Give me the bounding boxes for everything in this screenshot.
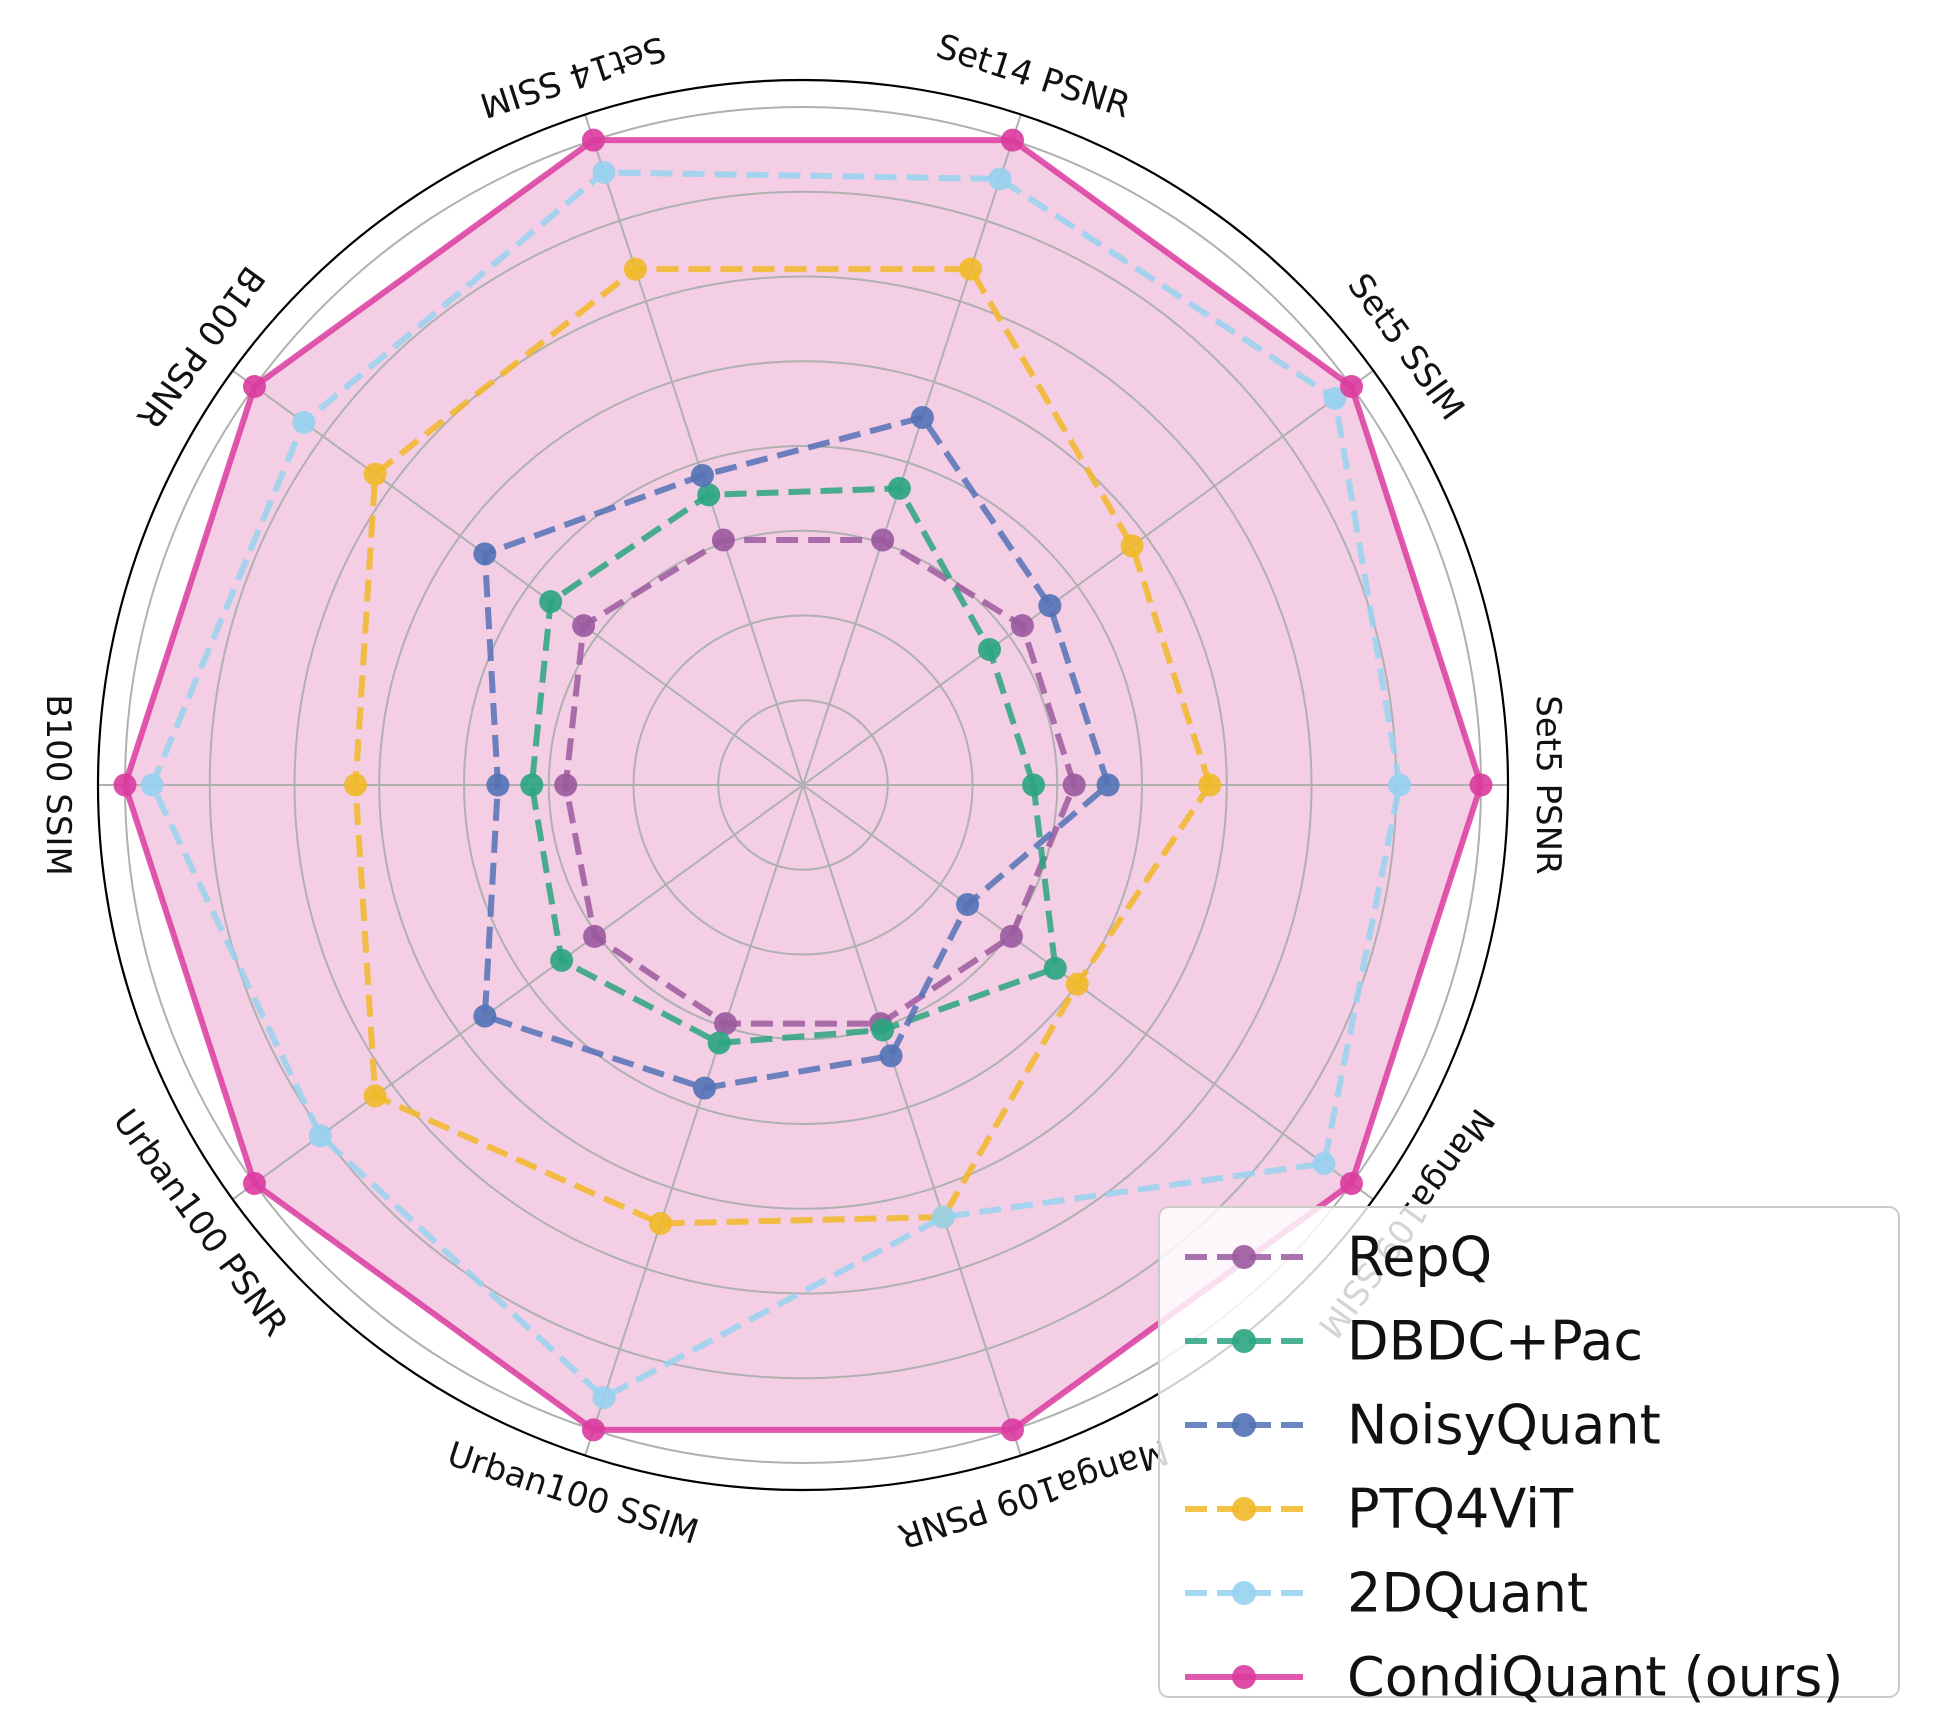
grid-spoke xyxy=(802,784,1022,1456)
legend-marker-2dquant xyxy=(1232,1581,1256,1605)
data-point-noisyquant xyxy=(910,405,934,429)
data-point-noisyquant xyxy=(486,773,510,797)
data-point-repq xyxy=(711,528,735,552)
legend-label-ptq4vit: PTQ4ViT xyxy=(1347,1478,1574,1541)
data-point-2dquant xyxy=(292,410,316,434)
data-point-condiquant-ours xyxy=(1469,773,1493,797)
data-point-noisyquant xyxy=(473,542,497,566)
legend-label-condiquant-ours: CondiQuant (ours) xyxy=(1347,1646,1843,1709)
legend-label-repq: RepQ xyxy=(1347,1226,1492,1289)
legend-marker-ptq4vit xyxy=(1232,1497,1256,1521)
data-point-dbdc-pac xyxy=(871,1018,895,1042)
series-layer xyxy=(113,128,1493,1442)
data-point-ptq4vit xyxy=(623,257,647,281)
data-point-2dquant xyxy=(1312,1152,1336,1176)
data-point-repq xyxy=(713,1012,737,1036)
legend-marker-noisyquant xyxy=(1232,1413,1256,1437)
data-point-repq xyxy=(1010,614,1034,638)
series-condiquant-ours xyxy=(113,128,1493,1442)
series-line-dbdc-pac xyxy=(528,485,1059,1046)
outer-circle xyxy=(96,78,1510,1492)
data-point-dbdc-pac xyxy=(550,948,574,972)
data-point-2dquant xyxy=(1388,773,1412,797)
data-point-noisyquant xyxy=(690,463,714,487)
data-point-condiquant-ours xyxy=(1001,128,1025,152)
data-point-condiquant-ours xyxy=(1340,374,1364,398)
data-point-condiquant-ours xyxy=(242,1172,266,1196)
data-point-ptq4vit xyxy=(363,1084,387,1108)
series-noisyquant xyxy=(473,405,1120,1100)
data-point-noisyquant xyxy=(693,1076,717,1100)
series-ptq4vit xyxy=(344,257,1222,1235)
data-point-condiquant-ours xyxy=(113,773,137,797)
grid-spoke xyxy=(232,369,804,786)
data-point-2dquant xyxy=(140,773,164,797)
legend-label-dbdc-pac: DBDC+Pac xyxy=(1347,1310,1643,1373)
data-point-dbdc-pac xyxy=(1043,956,1067,980)
data-point-condiquant-ours xyxy=(242,374,266,398)
data-point-2dquant xyxy=(931,1205,955,1229)
legend-label-noisyquant: NoisyQuant xyxy=(1347,1394,1661,1457)
data-point-condiquant-ours xyxy=(1340,1172,1364,1196)
grid-spoke xyxy=(584,114,804,786)
data-point-2dquant xyxy=(592,1386,616,1410)
data-point-repq xyxy=(999,924,1023,948)
grid-spoke xyxy=(802,784,1374,1201)
axis-label-b100-ssim: B100 SSIM xyxy=(38,694,78,876)
series-2dquant xyxy=(140,160,1412,1410)
data-point-ptq4vit xyxy=(344,773,368,797)
grid-spoke xyxy=(584,784,804,1456)
data-point-noisyquant xyxy=(879,1044,903,1068)
data-point-dbdc-pac xyxy=(977,638,1001,662)
data-point-noisyquant xyxy=(473,1004,497,1028)
data-point-dbdc-pac xyxy=(707,1031,731,1055)
legend-marker-repq xyxy=(1232,1245,1256,1269)
axis-label-set14-ssim: Set14 SSIM xyxy=(475,28,670,126)
data-point-ptq4vit xyxy=(1065,972,1089,996)
data-point-dbdc-pac xyxy=(887,476,911,500)
data-point-2dquant xyxy=(988,167,1012,191)
legend: RepQ DBDC+Pac NoisyQuant PTQ4ViT 2DQuant Cond… xyxy=(1158,1206,1900,1709)
data-point-2dquant xyxy=(1323,386,1347,410)
data-point-2dquant xyxy=(308,1124,332,1148)
grid-spoke xyxy=(802,369,1374,786)
legend-marker-condiquant-ours xyxy=(1232,1665,1256,1689)
axis-label-set5-psnr: Set5 PSNR xyxy=(1528,695,1568,874)
data-point-condiquant-ours xyxy=(581,128,605,152)
legend-marker-dbdc-pac xyxy=(1232,1329,1256,1353)
data-point-noisyquant xyxy=(1096,773,1120,797)
data-point-dbdc-pac xyxy=(697,483,721,507)
data-point-condiquant-ours xyxy=(1001,1418,1025,1442)
data-point-repq xyxy=(1062,773,1086,797)
data-point-noisyquant xyxy=(956,893,980,917)
data-point-dbdc-pac xyxy=(520,773,544,797)
axis-label-set14-psnr: Set14 PSNR xyxy=(931,26,1135,126)
data-point-ptq4vit xyxy=(959,257,983,281)
data-point-ptq4vit xyxy=(363,462,387,486)
grid-spoke xyxy=(802,114,1022,786)
legend-box xyxy=(1158,1206,1900,1698)
series-dbdc-pac xyxy=(520,476,1067,1055)
data-point-noisyquant xyxy=(1038,594,1062,618)
data-point-2dquant xyxy=(592,160,616,184)
data-point-repq xyxy=(583,924,607,948)
data-point-repq xyxy=(554,773,578,797)
data-point-repq xyxy=(572,614,596,638)
data-point-dbdc-pac xyxy=(1022,773,1046,797)
data-point-dbdc-pac xyxy=(539,590,563,614)
data-point-ptq4vit xyxy=(1120,534,1144,558)
data-point-ptq4vit xyxy=(1198,773,1222,797)
data-point-ptq4vit xyxy=(649,1211,673,1235)
data-point-condiquant-ours xyxy=(581,1418,605,1442)
legend-label-2dquant: 2DQuant xyxy=(1347,1562,1588,1625)
data-point-repq xyxy=(871,528,895,552)
